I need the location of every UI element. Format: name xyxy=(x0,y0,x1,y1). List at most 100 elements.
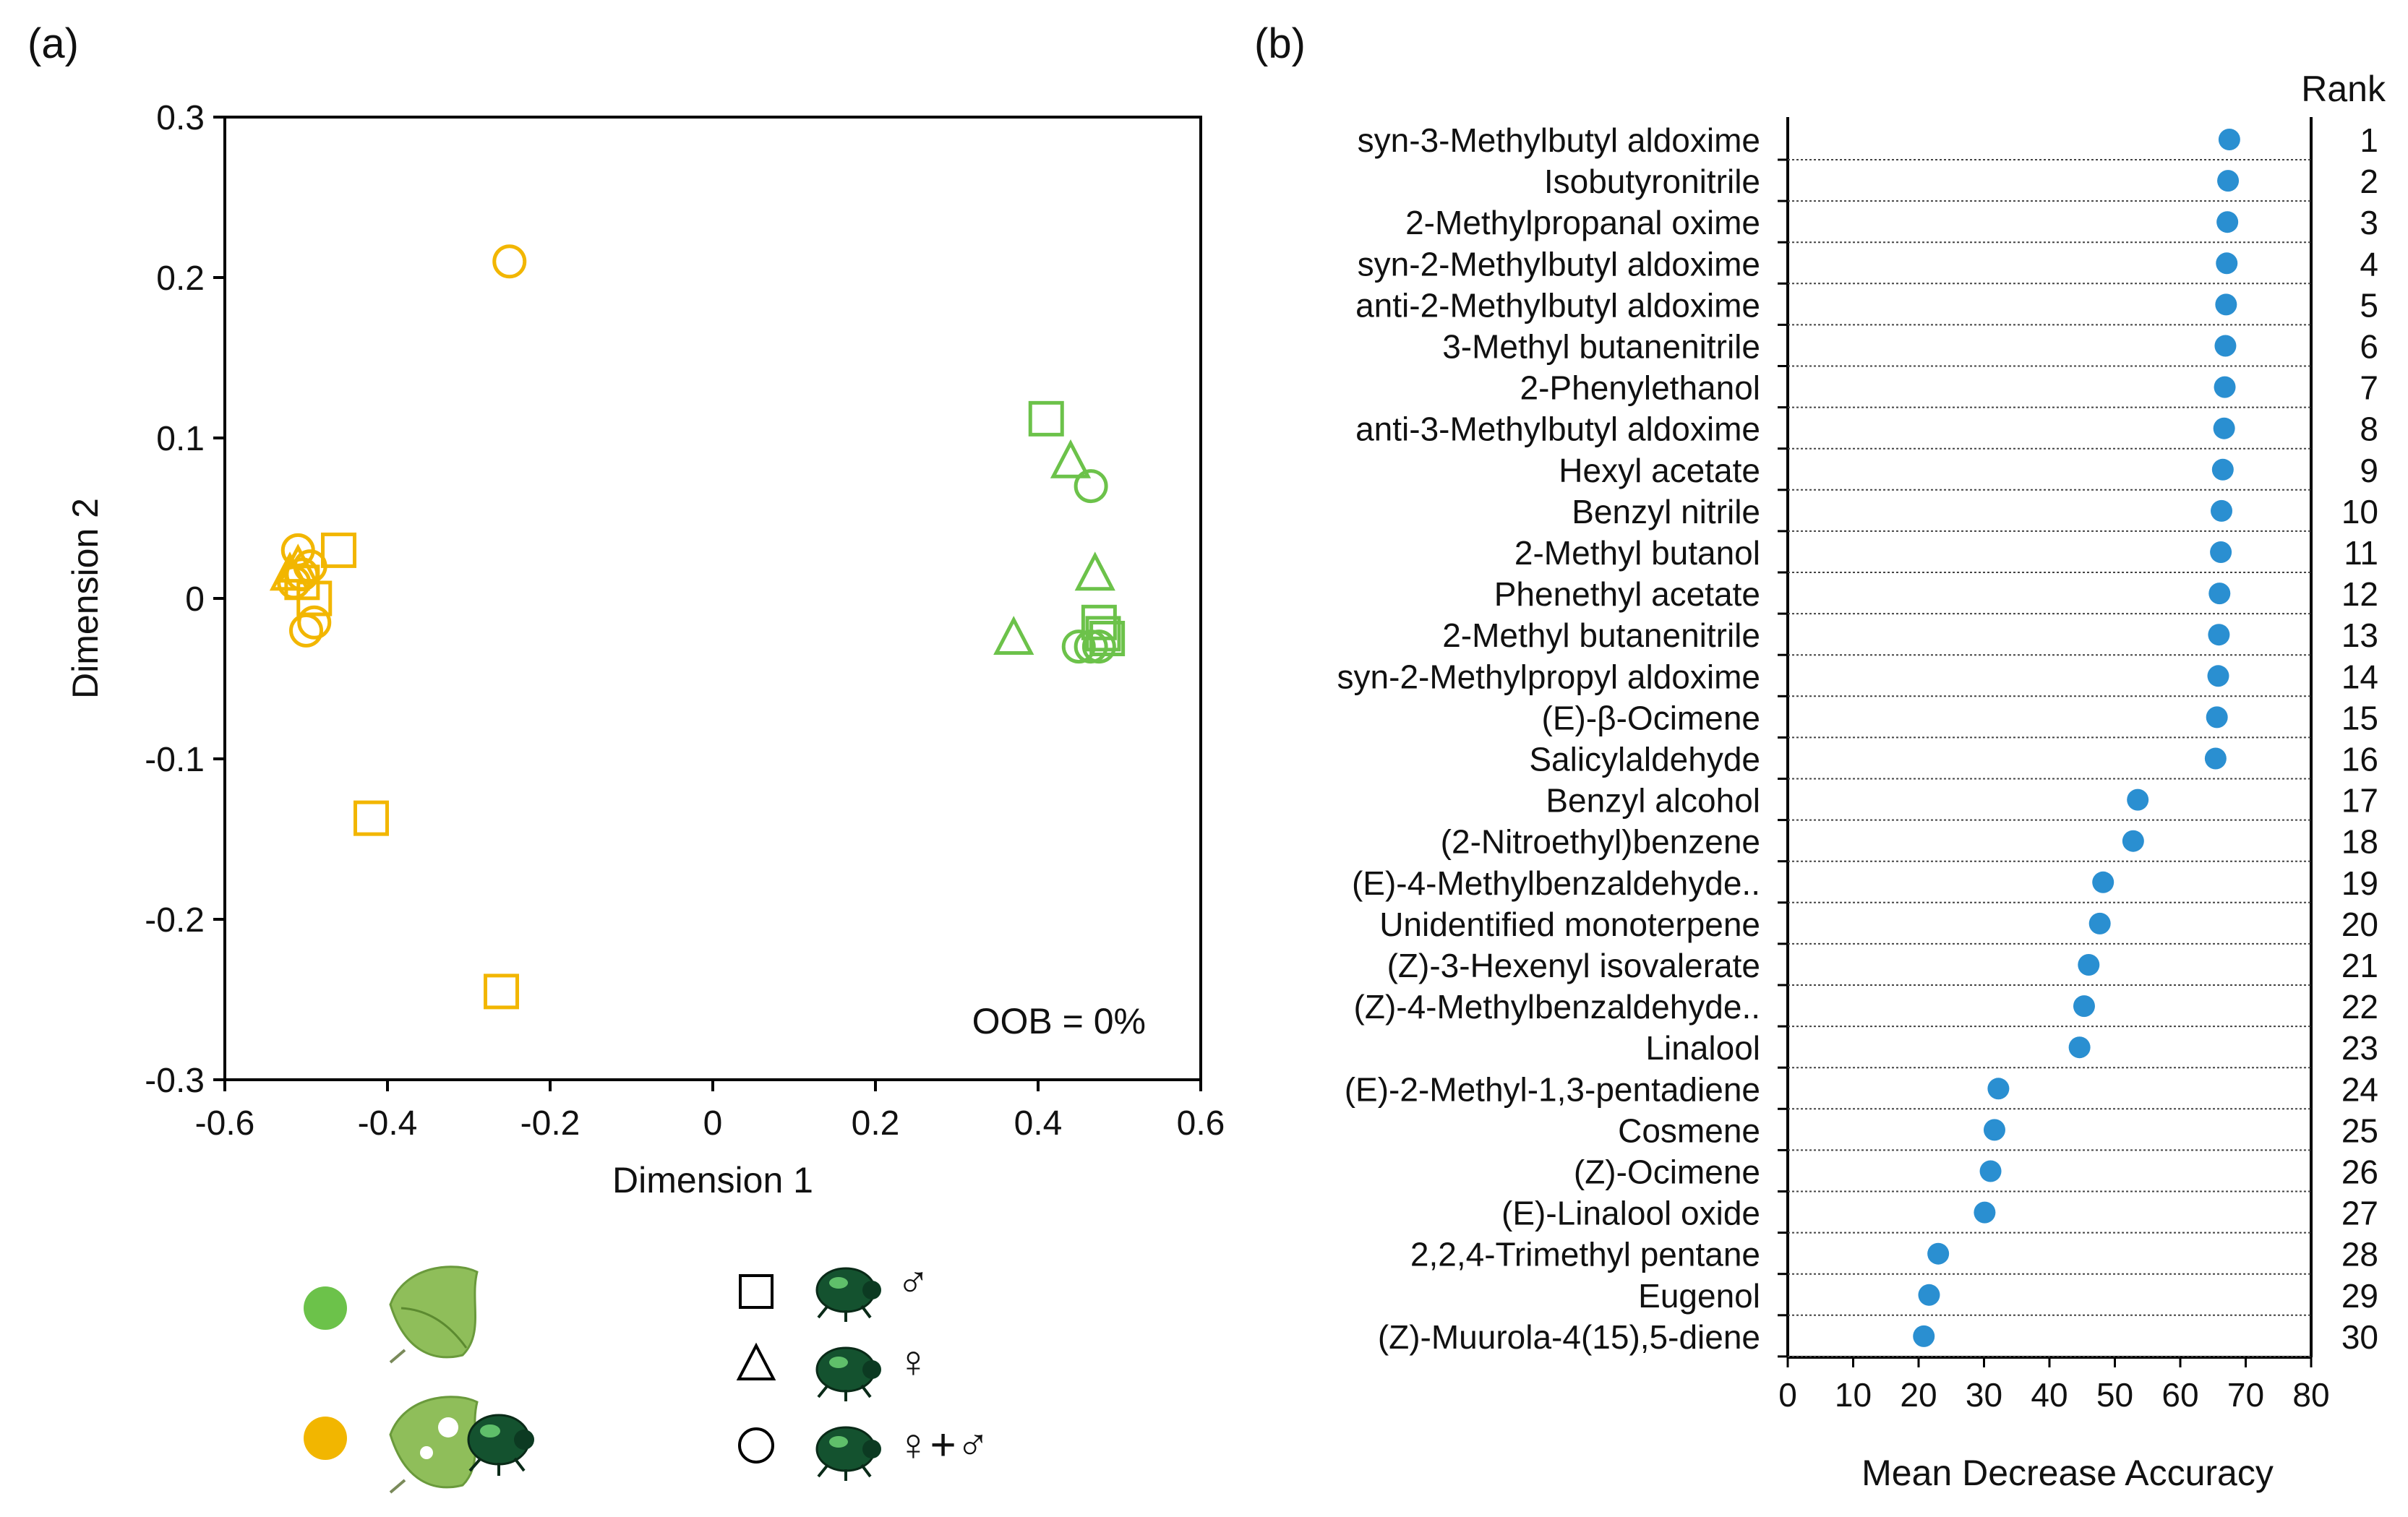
rank-label: 11 xyxy=(2344,534,2378,572)
compound-row: (Z)-4-Methylbenzaldehyde.. 22 xyxy=(1354,988,2378,1028)
importance-dot xyxy=(2210,541,2232,563)
rank-label: 12 xyxy=(2341,575,2378,613)
rank-label: 8 xyxy=(2360,411,2378,448)
compound-row: (Z)-Ocimene 26 xyxy=(1574,1153,2378,1192)
compound-label: 2-Methyl butanol xyxy=(1514,534,1760,572)
compound-label: Benzyl alcohol xyxy=(1546,782,1760,820)
x-tick-label: 0.2 xyxy=(852,1104,900,1143)
compound-row: (E)-2-Methyl-1,3-pentadiene 24 xyxy=(1345,1070,2378,1110)
beetle-icon xyxy=(815,1267,881,1322)
compound-label: Hexyl acetate xyxy=(1559,452,1760,489)
compound-label: anti-3-Methylbutyl aldoxime xyxy=(1355,411,1760,448)
compound-label: (2-Nitroethyl)benzene xyxy=(1441,823,1760,861)
compound-label: Salicylaldehyde xyxy=(1529,741,1760,778)
importance-dot xyxy=(2213,417,2235,439)
compound-row: syn-2-Methylpropyl aldoxime 14 xyxy=(1337,658,2378,697)
x-tick-label: 60 xyxy=(2161,1376,2198,1414)
damaged-leaf-icon xyxy=(389,1396,479,1494)
rank-label: 9 xyxy=(2360,452,2378,489)
y-tick-label: 0 xyxy=(185,580,205,619)
y-tick-label: 0.3 xyxy=(156,99,205,137)
compound-rows: syn-3-Methylbutyl aldoxime 1 Isobutyronitr… xyxy=(1337,121,2378,1358)
rank-label: 1 xyxy=(2360,121,2378,159)
x-tick-label: 30 xyxy=(1966,1376,2002,1414)
importance-dot xyxy=(1927,1242,1950,1265)
oob-annotation: OOB = 0% xyxy=(972,1001,1146,1041)
compound-row: anti-3-Methylbutyl aldoxime 8 xyxy=(1355,411,2378,450)
importance-dot xyxy=(1913,1325,1935,1347)
rank-label: 23 xyxy=(2341,1029,2378,1067)
importance-dot xyxy=(2208,624,2230,646)
importance-dot xyxy=(1983,1119,2005,1141)
compound-label: Cosmene xyxy=(1618,1112,1760,1149)
x-tick-label: 80 xyxy=(2292,1376,2329,1414)
rank-label: 13 xyxy=(2341,616,2378,654)
point-square xyxy=(1089,621,1126,656)
x-axis-ticks: -0.6 -0.4 -0.2 0 0.2 0.4 0.6 xyxy=(195,1080,1225,1143)
compound-label: (E)-β-Ocimene xyxy=(1542,699,1760,736)
compound-label: (E)-Linalool oxide xyxy=(1501,1195,1760,1232)
compound-row: Eugenol 29 xyxy=(1638,1277,2378,1317)
point-circle xyxy=(1081,629,1116,664)
compound-label: 2-Phenylethanol xyxy=(1520,369,1760,407)
point-triangle xyxy=(993,616,1034,655)
importance-dot-plot: Rank syn-3-Methylbutyl aldoxime 1 Isobutyr… xyxy=(1337,69,2386,1493)
compound-row: Unidentified monoterpene 20 xyxy=(1379,906,2378,945)
importance-dot xyxy=(2092,871,2115,893)
point-triangle xyxy=(278,543,319,583)
importance-dot xyxy=(2207,665,2229,687)
rank-label: 6 xyxy=(2360,328,2378,366)
rank-label: 20 xyxy=(2341,906,2378,943)
point-square xyxy=(484,974,519,1010)
rank-label: 3 xyxy=(2360,204,2378,241)
y-axis-label: Dimension 2 xyxy=(65,498,106,699)
point-circle xyxy=(1074,469,1108,504)
importance-dot xyxy=(2216,252,2238,275)
rank-label: 25 xyxy=(2341,1112,2378,1149)
compound-row: (E)-β-Ocimene 15 xyxy=(1542,699,2378,739)
compound-row: (2-Nitroethyl)benzene 18 xyxy=(1441,823,2378,863)
x-tick-label: 50 xyxy=(2096,1376,2133,1414)
x-tick-label: -0.6 xyxy=(195,1104,255,1143)
shape-legend: ♂ ♀ ♀+♂ xyxy=(736,1258,990,1481)
compound-label: syn-3-Methylbutyl aldoxime xyxy=(1358,121,1760,159)
importance-dot xyxy=(2214,335,2237,357)
compound-label: Benzyl nitrile xyxy=(1572,493,1760,530)
importance-dot xyxy=(2218,129,2240,150)
x-tick-label: 10 xyxy=(1835,1376,1872,1414)
compound-row: Benzyl alcohol 17 xyxy=(1546,782,2378,822)
x-tick-label: 0 xyxy=(1778,1376,1797,1414)
leaf-icon xyxy=(389,1265,479,1364)
green-legend-dot xyxy=(304,1286,347,1330)
compound-row: 2,2,4-Trimethyl pentane 28 xyxy=(1410,1236,2378,1276)
importance-dot xyxy=(2211,458,2234,481)
rank-label: 29 xyxy=(2341,1277,2378,1315)
compound-label: Unidentified monoterpene xyxy=(1379,906,1760,943)
rank-label: 16 xyxy=(2341,741,2378,778)
compound-label: (Z)-Ocimene xyxy=(1574,1153,1760,1191)
compound-label: (E)-4-Methylbenzaldehyde.. xyxy=(1352,864,1760,902)
compound-row: (Z)-Muurola-4(15),5-diene 30 xyxy=(1378,1318,2378,1358)
plot-frame xyxy=(223,116,1202,1081)
compound-label: 2-Methylpropanal oxime xyxy=(1405,204,1760,241)
compound-row: 2-Methylpropanal oxime 3 xyxy=(1405,204,2378,244)
rank-label: 5 xyxy=(2360,286,2378,324)
importance-dot xyxy=(2211,499,2233,522)
compound-row: 3-Methyl butanenitrile 6 xyxy=(1442,328,2378,367)
compound-row: 2-Methyl butanol 11 xyxy=(1514,534,2378,574)
y-tick-label: 0.2 xyxy=(156,259,205,298)
importance-dot xyxy=(2215,293,2237,316)
importance-dot xyxy=(2122,830,2144,852)
x-axis-ticks: 0 10 20 30 40 50 60 70 80 xyxy=(1778,1357,2330,1414)
x-tick-label: 40 xyxy=(2031,1376,2068,1414)
rank-label: 27 xyxy=(2341,1195,2378,1232)
beetle-icon xyxy=(815,1346,881,1401)
orange-legend-dot xyxy=(304,1417,347,1460)
compound-row: 2-Methyl butanenitrile 13 xyxy=(1442,616,2378,656)
compound-row: anti-2-Methylbutyl aldoxime 5 xyxy=(1355,286,2378,326)
compound-label: 3-Methyl butanenitrile xyxy=(1442,328,1760,366)
importance-dot xyxy=(1987,1078,2010,1100)
compound-row: syn-3-Methylbutyl aldoxime 1 xyxy=(1358,121,2378,161)
importance-dot xyxy=(2216,211,2239,233)
rank-label: 30 xyxy=(2341,1318,2378,1356)
